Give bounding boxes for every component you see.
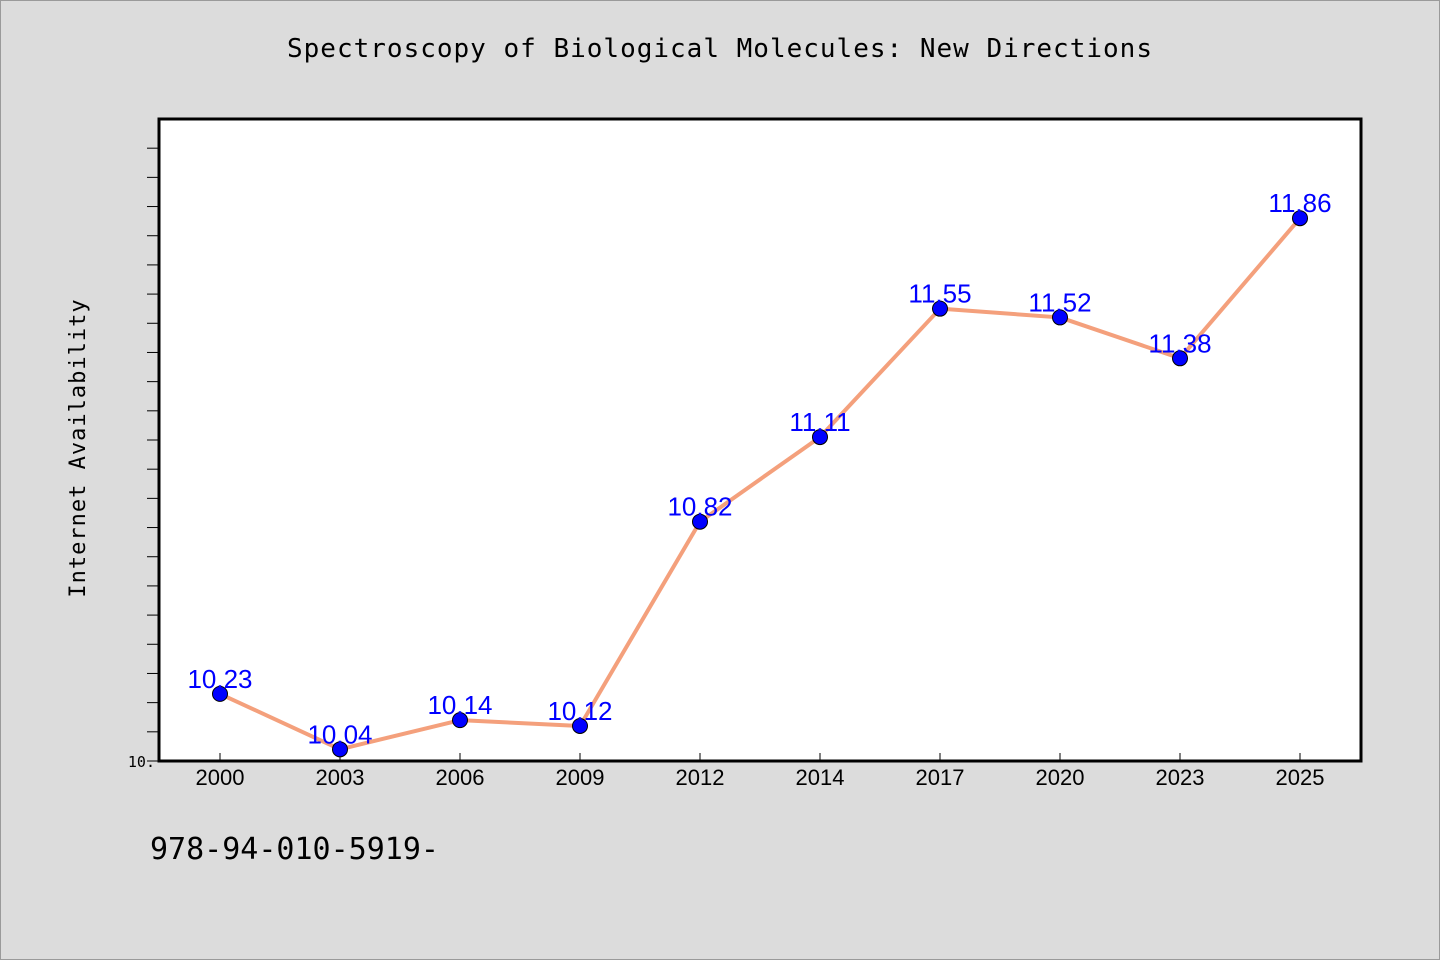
x-tick-label: 2017 <box>916 765 965 790</box>
data-point <box>932 300 948 317</box>
data-point <box>452 712 468 729</box>
chart-title: Spectroscopy of Biological Molecules: Ne… <box>287 34 1153 64</box>
data-label: 10.23 <box>187 664 252 694</box>
data-point <box>692 513 708 530</box>
x-tick-label: 2014 <box>796 765 845 790</box>
data-point <box>812 429 828 446</box>
data-label: 10.04 <box>307 719 372 749</box>
data-label: 11.38 <box>1148 328 1211 358</box>
y-axis-ticks: 10. <box>128 147 159 771</box>
data-point <box>212 685 228 702</box>
x-tick-label: 2020 <box>1036 765 1085 790</box>
x-tick-label: 2012 <box>676 765 725 790</box>
series-0: 10.23 10.04 10.14 10.12 10.82 11.11 11.55 11.52… <box>187 188 1332 758</box>
x-tick-label: 2000 <box>196 765 245 790</box>
footer-isbn: 978-94-010-5919- <box>150 832 439 867</box>
data-label: 11.55 <box>908 279 971 309</box>
data-point <box>1292 210 1308 227</box>
x-tick-label: 2006 <box>436 765 485 790</box>
data-label: 11.52 <box>1028 287 1091 317</box>
x-axis: 2000 2003 2006 2009 2012 2014 2017 2020 2023 2025 <box>196 753 1325 790</box>
data-point <box>572 717 588 734</box>
x-tick-label: 2009 <box>556 765 605 790</box>
y-axis-label: Internet Availability <box>66 298 91 597</box>
data-label: 11.86 <box>1268 188 1331 218</box>
data-point <box>332 741 348 758</box>
series-line <box>219 216 1302 752</box>
data-label: 11.11 <box>789 407 850 437</box>
data-label: 10.12 <box>547 696 612 726</box>
x-tick-label: 2003 <box>316 765 365 790</box>
data-point <box>1052 309 1068 326</box>
y-tick-label: 10. <box>128 753 155 771</box>
x-tick-label: 2025 <box>1276 765 1325 790</box>
data-point <box>1172 350 1188 367</box>
x-tick-label: 2023 <box>1156 765 1205 790</box>
data-label: 10.14 <box>427 690 492 720</box>
plot-area <box>157 117 1363 763</box>
data-label: 10.82 <box>667 492 732 522</box>
